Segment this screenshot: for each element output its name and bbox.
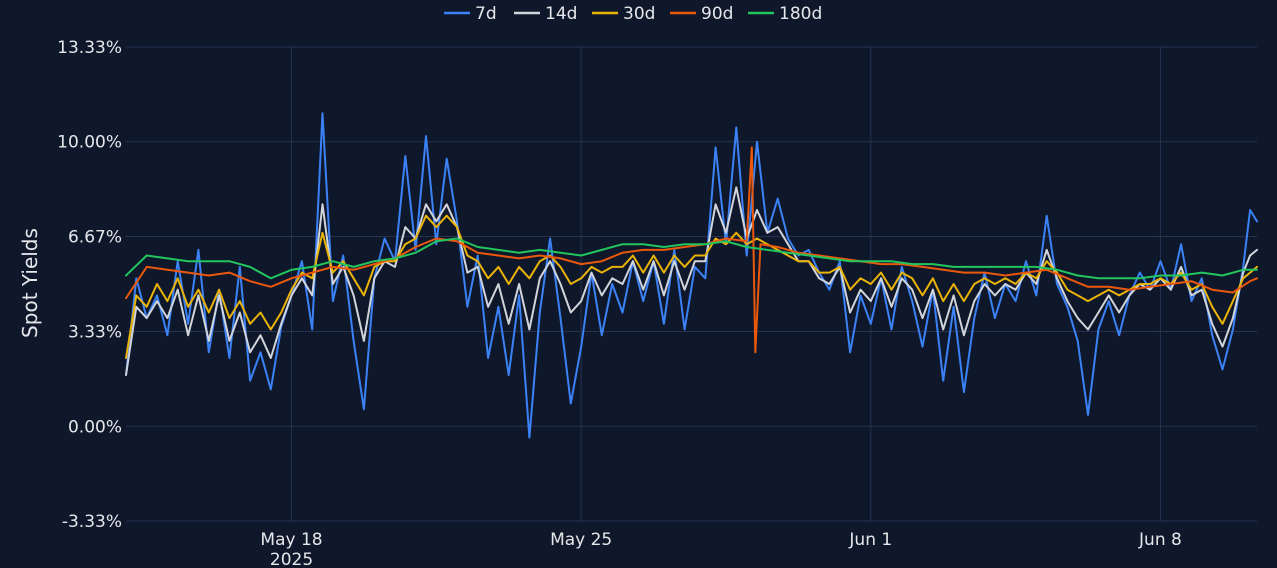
y-tick-label: 3.33% [68,323,122,343]
y-tick-label: 13.33% [57,38,122,58]
x-tick-label: May 18 [260,530,322,550]
legend-item-7d[interactable]: 7d [444,4,497,24]
y-tick-label: 6.67% [68,227,122,247]
series-line-7d [125,112,1258,439]
series-line-90d [125,146,1258,354]
legend-item-14d[interactable]: 14d [514,4,577,24]
y-tick-label: -3.33% [62,512,122,532]
legend-item-180d[interactable]: 180d [748,4,822,24]
series-layer [125,112,1258,439]
x-tick-year-label: 2025 [270,550,313,568]
y-axis: 13.33% 10.00% 6.67% 3.33% 0.00% -3.33% [57,38,122,532]
x-tick-label: Jun 8 [1138,530,1182,550]
x-tick-label: May 25 [550,530,612,550]
x-tick-label: Jun 1 [848,530,892,550]
legend: 7d 14d 30d 90d 180d [444,4,822,24]
series-line-180d [125,237,1258,280]
legend-label: 7d [475,4,497,24]
y-tick-label: 0.00% [68,417,122,437]
legend-label: 180d [779,4,822,24]
y-axis-title: Spot Yields [18,228,42,338]
legend-label: 30d [623,4,655,24]
legend-item-90d[interactable]: 90d [670,4,733,24]
series-line-30d [125,214,1258,359]
y-tick-label: 10.00% [57,133,122,153]
legend-label: 90d [701,4,733,24]
legend-label: 14d [545,4,577,24]
legend-item-30d[interactable]: 30d [592,4,655,24]
